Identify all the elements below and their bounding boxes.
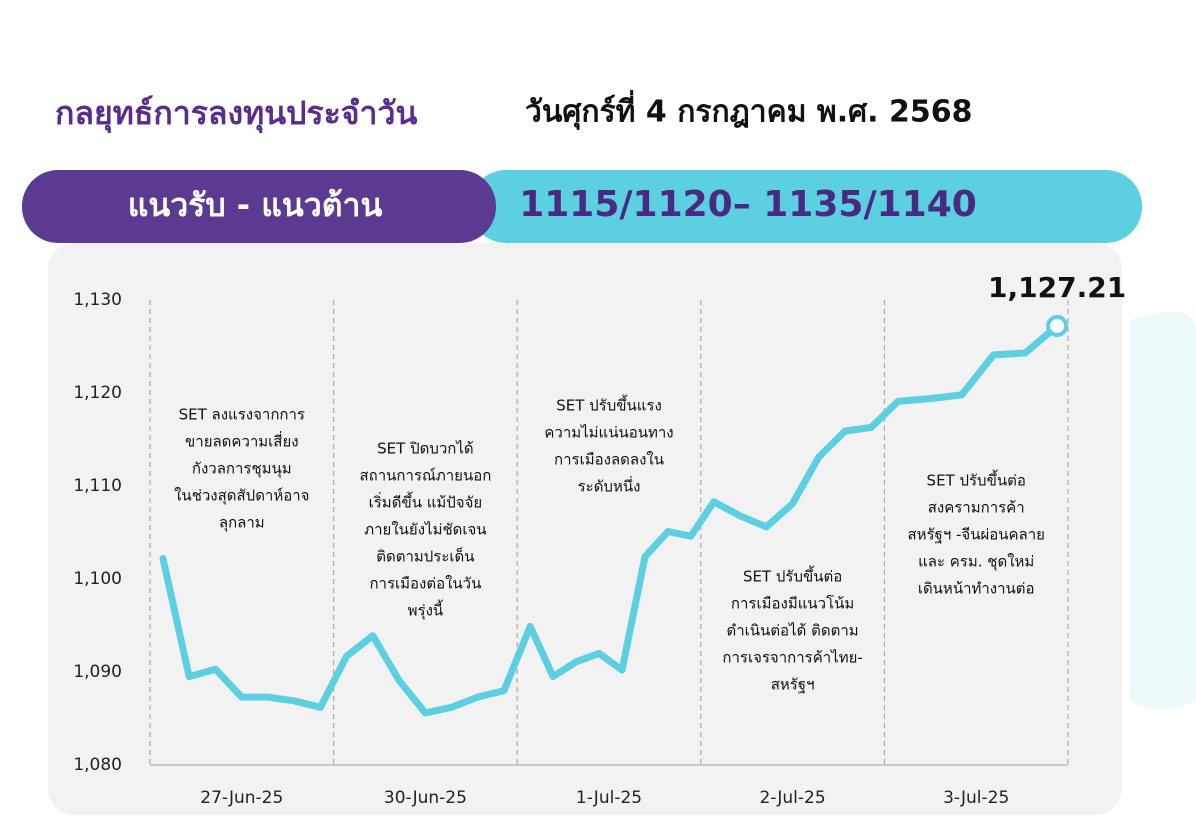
annotation: การเจรจาการค้าไทย-	[722, 649, 862, 667]
annotation: SET ปิดบวกได้	[377, 440, 474, 458]
annotation: SET ปรับขึ้นต่อ	[743, 566, 842, 586]
annotation: การเมืองลดลงใน	[554, 451, 664, 469]
x-tick-label: 1-Jul-25	[576, 788, 642, 808]
annotation: สถานการณ์ภายนอก	[359, 467, 491, 485]
y-tick-label: 1,100	[73, 569, 122, 589]
banner-value-bg	[470, 170, 1142, 243]
date: วันศุกร์ที่ 4 กรกฎาคม พ.ศ. 2568	[525, 90, 972, 131]
annotation: ความไม่แน่นอนทาง	[544, 424, 673, 442]
x-tick-label: 3-Jul-25	[943, 788, 1009, 808]
annotation: ดำเนินต่อได้ ติดตาม	[727, 622, 859, 640]
chart-panel	[48, 243, 1122, 815]
banner-value: 1115/1120– 1135/1140	[519, 184, 977, 225]
title: กลยุทธ์การลงทุนประจำวัน	[55, 94, 417, 134]
annotation: เดินหน้าทำงานต่อ	[918, 580, 1035, 598]
decor	[1130, 312, 1196, 710]
price-line	[159, 322, 1061, 717]
annotation: เริ่มดีขึ้น แม้ปัจจัย	[369, 492, 483, 512]
x-tick-label: 30-Jun-25	[384, 788, 467, 808]
annotation: SET ปรับขึ้นต่อ	[927, 470, 1026, 490]
annotation: ระดับหนึ่ง	[578, 476, 641, 496]
annotation: ติดตามประเด็น	[376, 547, 474, 566]
x-tick-label: 2-Jul-25	[760, 788, 826, 808]
annotation: พรุ่งนี้	[408, 600, 444, 621]
last-point	[1046, 314, 1069, 337]
annotation: SET ลงแรงจากการ	[179, 406, 305, 424]
value-label: 1,127.21	[988, 271, 1126, 304]
x-tick-label: 27-Jun-25	[200, 788, 283, 808]
annotation: สหรัฐฯ	[771, 676, 815, 694]
annotation: ลุกลาม	[219, 514, 265, 533]
y-tick-label: 1,090	[73, 662, 122, 682]
annotation: ในช่วงสุดสัปดาห์อาจ	[174, 487, 309, 506]
annotation: ขายลดความเสี่ยง	[185, 431, 299, 451]
annotation: SET ปรับขึ้นแรง	[556, 395, 662, 415]
annotation: และ ครม. ชุดใหม่	[918, 553, 1034, 572]
y-tick-label: 1,130	[73, 290, 122, 310]
y-tick-label: 1,120	[73, 383, 122, 403]
annotation: การเมืองต่อในวัน	[369, 575, 481, 593]
annotation: การเมืองมีแนวโน้ม	[731, 595, 854, 613]
y-tick-label: 1,080	[73, 755, 122, 775]
annotation: ภายในยังไม่ชัดเจน	[364, 521, 486, 539]
annotation: สหรัฐฯ -จีนผ่อนคลาย	[907, 526, 1045, 544]
annotation: สงครามการค้า	[928, 499, 1025, 517]
y-tick-label: 1,110	[73, 476, 122, 496]
banner-label-bg	[22, 170, 496, 243]
banner-label: แนวรับ - แนวต้าน	[128, 186, 383, 224]
annotation: กังวลการชุมนุม	[192, 460, 292, 479]
chart: 1,080 1,090 1,100 1,110 1,120 1,130 27-Jun-25 S…	[73, 271, 1126, 808]
